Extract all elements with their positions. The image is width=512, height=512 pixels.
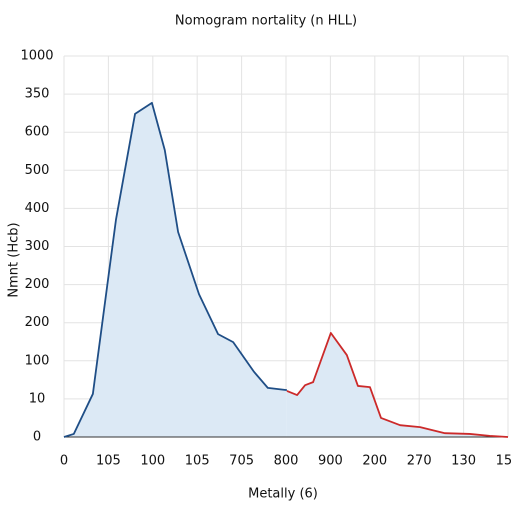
y-tick-label: 200 bbox=[25, 315, 50, 330]
y-tick-label: 200 bbox=[25, 277, 50, 292]
chart-title: Nomogram nortality (n HLL) bbox=[175, 14, 357, 29]
y-tick-label: 1000 bbox=[20, 49, 53, 64]
y-tick-label: 10 bbox=[29, 391, 46, 406]
x-tick-label: 900 bbox=[318, 454, 343, 469]
x-tick-label: 270 bbox=[407, 454, 432, 469]
y-tick-label: 500 bbox=[25, 163, 50, 178]
x-axis-label: Metally (6) bbox=[248, 487, 318, 502]
line bbox=[63, 101, 287, 438]
x-tick-label: 150 bbox=[496, 454, 512, 469]
x-tick-label: 105 bbox=[96, 454, 121, 469]
y-tick-label: 100 bbox=[25, 353, 50, 368]
line bbox=[286, 332, 509, 438]
y-tick-label: 400 bbox=[25, 201, 50, 216]
area bbox=[286, 332, 508, 437]
area bbox=[64, 102, 287, 437]
y-tick-label: 350 bbox=[25, 87, 50, 102]
y-axis-label: Nmnt (Hcb) bbox=[7, 222, 22, 297]
y-tick-label: 300 bbox=[25, 239, 50, 254]
x-tick-label: 100 bbox=[140, 454, 165, 469]
y-tick-label: 600 bbox=[25, 125, 50, 140]
y-tick-label: 0 bbox=[33, 430, 41, 445]
x-tick-label: 0 bbox=[60, 454, 68, 469]
x-tick-label: 105 bbox=[185, 454, 210, 469]
x-tick-label: 200 bbox=[362, 454, 387, 469]
x-tick-label: 800 bbox=[274, 454, 299, 469]
x-tick-label: 130 bbox=[451, 454, 476, 469]
x-tick-label: 705 bbox=[229, 454, 254, 469]
